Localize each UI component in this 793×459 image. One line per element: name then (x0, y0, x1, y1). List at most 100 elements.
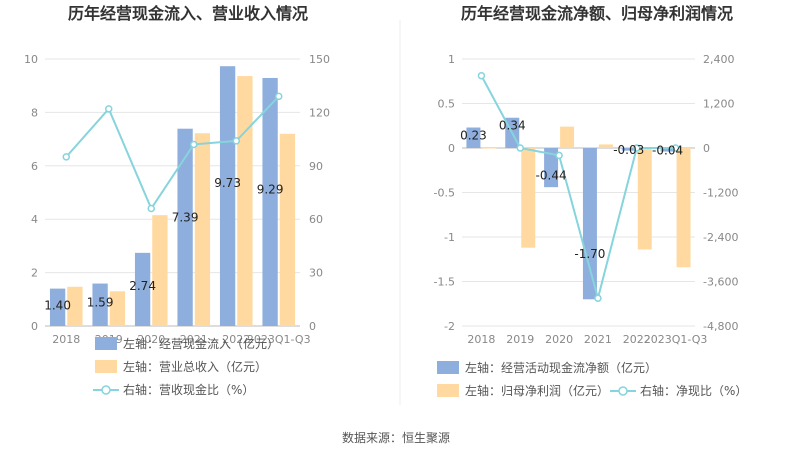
bar-blue (660, 148, 675, 152)
right-axis-tick: 120 (309, 106, 330, 119)
left-axis-tick: -1.5 (434, 276, 455, 289)
bar-blue (466, 127, 481, 148)
right-axis-tick: 90 (309, 160, 323, 173)
legend-swatch (95, 337, 117, 350)
chart-title: 历年经营现金流入、营业收入情况 (68, 4, 308, 23)
left-axis-tick: -2 (444, 320, 455, 333)
line-point (62, 153, 70, 161)
right-axis-tick: -2,400 (703, 231, 738, 244)
right-axis-tick: 2,400 (703, 53, 735, 66)
left-axis-tick: 8 (31, 106, 38, 119)
ratio-line (65, 95, 280, 211)
x-axis-tick: 2021 (584, 333, 612, 346)
left-axis-tick: 2 (31, 267, 38, 280)
line-point (555, 151, 563, 160)
left-axis-tick: 0 (448, 142, 455, 155)
bar-orange (237, 76, 253, 326)
legend-label: 左轴：经营现金流入（亿元） (123, 336, 279, 351)
legend-label: 右轴：营收现金比（%） (123, 382, 254, 397)
bar-blue (49, 288, 66, 326)
bar-orange (598, 144, 613, 148)
bar-data-label: -0.04 (652, 143, 683, 157)
line-point (477, 71, 486, 80)
x-axis-tick: 2020 (137, 333, 165, 346)
bar-blue (92, 283, 108, 326)
bar-orange (67, 286, 83, 326)
legend-label: 右轴：净现比（%） (640, 383, 747, 398)
bar-orange (279, 133, 296, 326)
x-axis-tick: 2023Q1-Q3 (644, 333, 708, 346)
bar-orange (637, 148, 652, 250)
bar-data-label: 9.29 (257, 183, 284, 197)
bar-data-label: -0.44 (536, 168, 567, 182)
bar-blue (582, 148, 597, 300)
bar-data-label: 0.23 (460, 129, 487, 143)
right-chart-panel: 历年经营现金流净额、归母净利润情况 -2 -1.5 -1 -0.5 0 0.5 1 -4,800… (434, 4, 748, 398)
line-point (105, 105, 113, 113)
right-axis-tick: 150 (309, 53, 330, 66)
bar-blue (621, 148, 636, 151)
x-axis-tick: 2018 (467, 333, 495, 346)
ratio-line (480, 75, 676, 303)
bar-data-label: 7.39 (172, 210, 199, 224)
bar-blue (177, 128, 193, 326)
x-axis-tick: 2021 (180, 333, 208, 346)
bar-blue (134, 252, 151, 326)
x-axis-tick: 2020 (545, 333, 573, 346)
left-axis-tick: -0.5 (434, 187, 455, 200)
right-axis-tick: 0 (309, 320, 316, 333)
bar-data-label: 1.40 (44, 298, 71, 312)
data-source-text: 数据来源：恒生聚源 (342, 430, 450, 445)
bar-blue (219, 66, 236, 327)
line-point (147, 204, 155, 213)
bar-data-label: 2.74 (129, 279, 156, 293)
right-axis-tick: 60 (309, 213, 323, 226)
x-axis-tick: 2019 (506, 333, 534, 346)
line-point (594, 294, 602, 302)
bar-data-label: 1.59 (87, 296, 114, 310)
legend-swatch-point (618, 386, 628, 396)
line-point (671, 144, 680, 152)
bar-data-label: -1.70 (574, 247, 605, 261)
legend-swatch-point (101, 385, 111, 395)
left-axis-tick: -1 (444, 231, 455, 244)
left-axis-tick: 4 (31, 213, 38, 226)
x-axis-tick: 2022 (222, 333, 250, 346)
line-point (516, 144, 524, 152)
bar-orange (482, 148, 497, 149)
legend-label: 左轴：归母净利润（亿元） (465, 383, 609, 398)
right-axis-tick: 0 (703, 142, 710, 155)
chart-title: 历年经营现金流净额、归母净利润情况 (461, 4, 733, 23)
legend-label: 左轴：经营活动现金流净额（亿元） (465, 360, 657, 375)
right-axis-tick: -1,200 (703, 187, 738, 200)
bar-orange (560, 126, 575, 148)
line-point (633, 144, 641, 152)
line-point (190, 140, 198, 149)
line-point (275, 92, 283, 101)
left-chart-panel: 历年经营现金流入、营业收入情况 0 2 4 6 8 10 0 30 60 90 120 150 2018 2… (24, 4, 330, 397)
bar-data-label: 0.34 (499, 119, 526, 133)
legend-label: 左轴：营业总收入（亿元） (123, 359, 267, 374)
bar-orange (152, 215, 168, 326)
x-axis-tick: 2018 (52, 333, 80, 346)
bar-data-label: -0.03 (613, 143, 644, 157)
left-axis-tick: 6 (31, 160, 38, 173)
bar-data-label: 9.73 (214, 176, 241, 190)
line-point (232, 137, 240, 145)
bar-blue (262, 77, 278, 326)
x-axis-tick: 2022 (623, 333, 651, 346)
left-axis-tick: 10 (24, 53, 38, 66)
left-axis-tick: 0 (31, 320, 38, 333)
right-axis-tick: -4,800 (703, 320, 738, 333)
x-axis-tick: 2023Q1-Q3 (247, 333, 311, 346)
bar-orange (109, 291, 126, 326)
legend-swatch (437, 361, 459, 374)
bar-orange (676, 148, 691, 268)
bar-orange (521, 148, 536, 248)
bar-orange (194, 133, 211, 326)
left-axis-tick: 1 (448, 53, 455, 66)
bar-blue (544, 148, 559, 188)
right-axis-tick: 30 (309, 267, 323, 280)
legend-swatch (95, 360, 117, 373)
legend-swatch (437, 384, 459, 397)
